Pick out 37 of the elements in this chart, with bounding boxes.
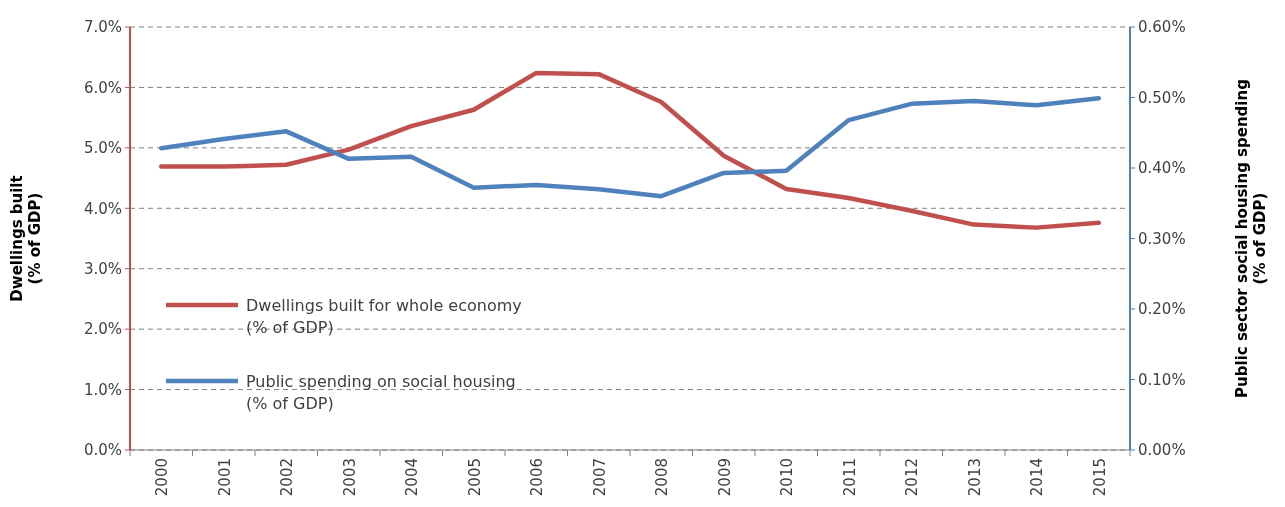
y-tick-label: 1.0% (83, 380, 122, 399)
y2-axis-title: Public sector social housing spending (% of GDP) (1233, 79, 1269, 398)
y-axis-title: Dwellings built (% of GDP) (8, 175, 44, 302)
y-tick-label: 5.0% (83, 139, 122, 158)
y2-tick-label: 0.30% (1138, 229, 1186, 248)
y-tick-label: 4.0% (83, 199, 122, 218)
line-series (159, 95, 1101, 199)
x-tick-label: 2005 (465, 458, 484, 497)
y2-tick-label: 0.40% (1138, 159, 1186, 178)
y-tick-label: 7.0% (83, 18, 122, 37)
x-tick-label: 2015 (1090, 458, 1109, 497)
x-tick-label: 2003 (340, 458, 359, 497)
x-tick-label: 2002 (278, 458, 297, 497)
x-tick-label: 2011 (840, 458, 859, 497)
legend-label: Dwellings built for whole economy (% of GDP) (246, 296, 522, 337)
x-tick-label: 2009 (715, 458, 734, 497)
legend-label: Public spending on social housing (% of GDP) (246, 372, 516, 413)
x-tick-label: 2001 (215, 458, 234, 497)
x-tick-label: 2006 (528, 458, 547, 497)
x-tick-label: 2008 (653, 458, 672, 497)
x-tick-label: 2004 (403, 458, 422, 497)
y-tick-label: 2.0% (83, 320, 122, 339)
y-tick-label: 6.0% (83, 78, 122, 97)
line-series (159, 70, 1101, 230)
y-tick-label: 0.0% (83, 441, 122, 460)
x-tick-label: 2014 (1028, 458, 1047, 497)
y2-tick-label: 0.00% (1138, 441, 1186, 460)
y-tick-label: 3.0% (83, 259, 122, 278)
y2-tick-label: 0.10% (1138, 370, 1186, 389)
y2-tick-label: 0.20% (1138, 300, 1186, 319)
x-tick-label: 2007 (590, 458, 609, 497)
x-tick-label: 2013 (965, 458, 984, 497)
y2-tick-label: 0.50% (1138, 88, 1186, 107)
x-tick-label: 2000 (153, 458, 172, 497)
y2-tick-label: 0.60% (1138, 18, 1186, 37)
x-tick-label: 2010 (778, 458, 797, 497)
x-tick-label: 2012 (903, 458, 922, 497)
